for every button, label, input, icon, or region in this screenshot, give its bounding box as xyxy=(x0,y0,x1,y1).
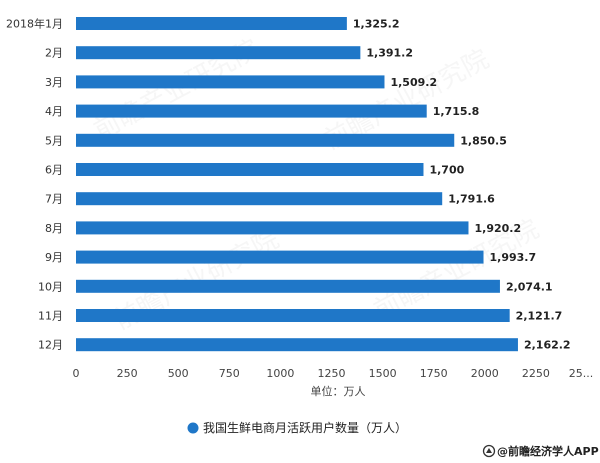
value-label: 1,325.2 xyxy=(353,18,400,31)
value-label: 1,850.5 xyxy=(460,134,507,147)
category-label: 2018年1月 xyxy=(6,17,63,31)
value-label: 1,715.8 xyxy=(433,105,480,118)
category-label: 7月 xyxy=(45,193,63,206)
value-label: 2,121.7 xyxy=(516,310,563,323)
bar-5 xyxy=(76,133,455,147)
bar-12 xyxy=(76,338,518,352)
bar-4 xyxy=(76,104,427,118)
bar-1 xyxy=(76,17,347,30)
category-label: 12月 xyxy=(38,339,63,352)
legend-label: 我国生鲜电商月活跃用户数量（万人） xyxy=(203,420,407,435)
category-label: 4月 xyxy=(45,105,63,118)
bar-3 xyxy=(76,75,385,89)
category-label: 8月 xyxy=(45,222,63,235)
value-labels: 1,325.2 1,391.2 1,509.2 1,715.8 1,850.5 1,700… xyxy=(353,18,571,352)
category-label: 5月 xyxy=(45,134,63,147)
x-tick-label: 1750 xyxy=(420,367,448,380)
legend-circle-icon xyxy=(187,422,199,434)
x-tick-label: 2250 xyxy=(522,367,550,380)
legend: 我国生鲜电商月活跃用户数量（万人） xyxy=(187,420,407,435)
category-label: 9月 xyxy=(45,251,63,264)
category-labels: 2018年1月 2月 3月 4月 5月 6月 7月 8月 9月 10月 11月 12月 xyxy=(6,17,63,352)
x-tick-label: 750 xyxy=(219,367,240,380)
x-axis-ticks: 0 250 500 750 1000 1250 1500 1750 2000 2250 25... xyxy=(73,367,594,380)
source-logo-icon xyxy=(482,444,496,458)
bars-group xyxy=(76,17,518,352)
category-label: 10月 xyxy=(38,280,63,293)
x-tick-label: 1500 xyxy=(369,367,397,380)
bar-7 xyxy=(76,192,443,206)
category-label: 2月 xyxy=(45,47,63,60)
x-tick-label: 0 xyxy=(73,367,80,380)
x-tick-label: 2000 xyxy=(471,367,499,380)
category-label: 11月 xyxy=(38,310,63,323)
x-tick-label: 1000 xyxy=(266,367,294,380)
bar-9 xyxy=(76,250,484,264)
bar-11 xyxy=(76,309,510,322)
value-label: 1,700 xyxy=(429,164,464,177)
x-tick-label: 250 xyxy=(117,367,138,380)
value-label: 2,162.2 xyxy=(524,339,571,352)
value-label: 1,509.2 xyxy=(390,76,437,89)
source-label: @前瞻经济学人APP xyxy=(497,444,599,458)
category-label: 3月 xyxy=(45,76,63,89)
bar-2 xyxy=(76,46,361,60)
bar-10 xyxy=(76,279,500,293)
value-label: 1,993.7 xyxy=(490,251,537,264)
value-label: 1,391.2 xyxy=(366,47,413,60)
value-label: 1,791.6 xyxy=(448,193,495,206)
source: @前瞻经济学人APP xyxy=(482,444,599,458)
value-label: 1,920.2 xyxy=(474,222,521,235)
x-tick-label: 500 xyxy=(168,367,189,380)
bar-6 xyxy=(76,163,424,176)
category-label: 6月 xyxy=(45,164,63,177)
x-tick-label: 25... xyxy=(569,367,594,380)
x-tick-label: 1250 xyxy=(318,367,346,380)
bar-8 xyxy=(76,221,469,235)
value-label: 2,074.1 xyxy=(506,280,553,293)
x-axis-unit-label: 单位：万人 xyxy=(311,384,366,398)
